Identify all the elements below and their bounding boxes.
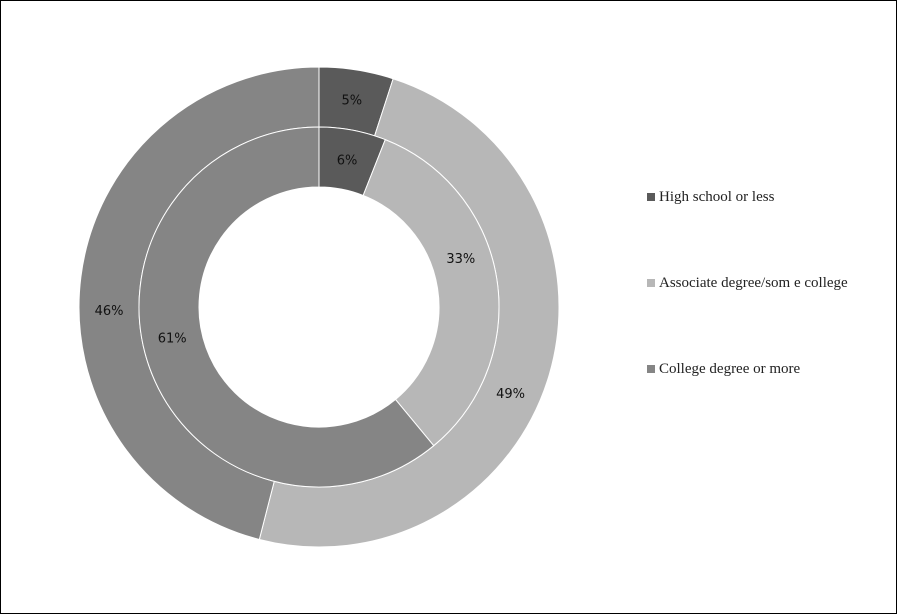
legend-item-college-degree: College degree or more [647, 359, 869, 379]
legend-label: College degree or more [659, 361, 801, 377]
inner-label-high-school: 6% [337, 154, 358, 169]
legend-item-high-school: High school or less [647, 187, 869, 207]
legend-swatch [647, 365, 655, 373]
outer-ring: 5% 49% 46% [78, 66, 560, 548]
inner-label-associate-degree: 33% [446, 252, 475, 267]
legend-label: High school or less [659, 189, 775, 205]
inner-ring: 6% 33% 61% [138, 126, 500, 488]
inner-slice-college-degree [138, 126, 435, 488]
legend-label: Associate degree/som e college [659, 275, 848, 291]
inner-label-college-degree: 61% [158, 332, 187, 347]
outer-label-high-school: 5% [342, 94, 363, 109]
outer-label-college-degree: 46% [95, 304, 124, 319]
outer-label-associate-degree: 49% [496, 387, 525, 402]
legend-swatch [647, 193, 655, 201]
legend-item-associate-degree: Associate degree/som e college [647, 273, 859, 293]
inner-slice-associate-degree [362, 138, 500, 447]
legend-swatch [647, 279, 655, 287]
